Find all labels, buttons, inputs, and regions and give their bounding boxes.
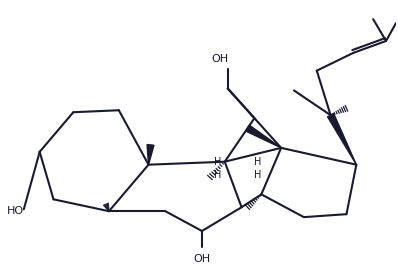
Text: OH: OH [193, 254, 211, 264]
Text: H: H [214, 157, 222, 167]
Text: HO: HO [7, 206, 24, 216]
Text: H: H [254, 157, 261, 167]
Text: H: H [214, 169, 222, 180]
Text: OH: OH [211, 54, 228, 64]
Polygon shape [246, 125, 281, 148]
Text: H: H [254, 169, 261, 180]
Polygon shape [328, 114, 356, 165]
Polygon shape [147, 144, 154, 165]
